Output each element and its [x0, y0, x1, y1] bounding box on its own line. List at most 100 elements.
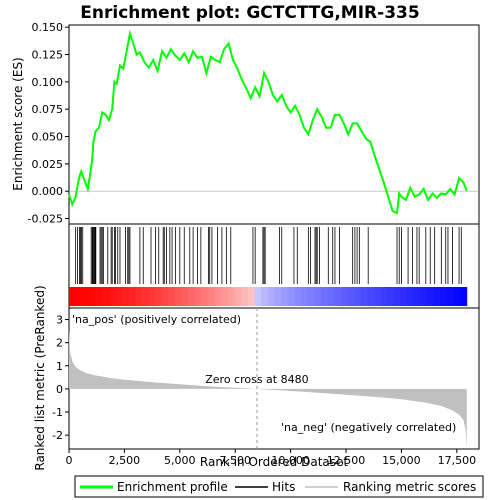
color-bar-segment: [75, 287, 83, 306]
color-bar-segment: [175, 287, 183, 306]
rank-y-tick-label: 0: [56, 383, 63, 396]
color-bar-segment: [247, 287, 256, 306]
color-bar-segment: [294, 287, 302, 306]
color-bar-segment: [155, 287, 163, 306]
color-bar-segment: [135, 287, 143, 306]
color-bar-segment: [300, 287, 309, 306]
color-bar-segment: [400, 287, 408, 306]
ranking-metric-area: [69, 328, 467, 448]
color-bar-segment: [241, 287, 249, 306]
color-bar-segment: [340, 287, 348, 306]
color-bar-segment: [287, 287, 295, 306]
es-y-ticks: -0.025 0.000 0.025 0.050 0.075 0.100 0.125 0.15…: [28, 21, 69, 226]
legend: Enrichment profile Hits Ranking metric s…: [74, 475, 484, 498]
color-bar-segment: [327, 287, 335, 306]
color-bar-segment: [161, 287, 169, 306]
es-line: [68, 29, 468, 215]
rank-x-tick-label: 2,500: [109, 454, 141, 467]
color-bar-segment: [82, 287, 90, 306]
rank-y-axis-label: Ranked list metric (PreRanked): [33, 285, 47, 470]
color-bar-segment: [102, 287, 110, 306]
color-bar-segment: [267, 287, 275, 306]
color-bar-segment: [460, 287, 468, 306]
chart-title: Enrichment plot: GCTCTTG,MIR-335: [80, 3, 419, 23]
rank-x-tick-label: 12,500: [327, 454, 366, 467]
color-bar-segment: [69, 287, 77, 306]
color-bar-segment: [274, 287, 282, 306]
color-bar-segment: [373, 287, 382, 306]
rank-x-axis-label: Rank in Ordered Dataset: [200, 455, 348, 469]
color-bar-segment: [307, 287, 315, 306]
es-y-tick-label: 0.000: [32, 185, 64, 198]
rank-y-tick-label: 1: [56, 360, 63, 373]
rank-y-ticks: -2 -1 0 1 2 3: [52, 314, 69, 442]
color-bar-segment: [168, 287, 176, 306]
color-bar-segment: [446, 287, 454, 306]
hits-panel: [68, 223, 480, 309]
color-bar-segment: [115, 287, 123, 306]
color-bar-segment: [393, 287, 401, 306]
rank-x-tick-label: 5,000: [164, 454, 196, 467]
color-bar-segment: [148, 287, 156, 306]
es-y-tick-label: 0.075: [32, 103, 64, 116]
rank-x-tick-label: 17,500: [438, 454, 477, 467]
rank-y-tick-label: -1: [52, 406, 63, 419]
legend-hits-label: Hits: [272, 480, 295, 494]
color-bar-segment: [221, 287, 229, 306]
color-bar-segment: [407, 287, 415, 306]
rank-x-tick-label: 10,000: [271, 454, 310, 467]
color-bar-segment: [380, 287, 388, 306]
color-bar-segment: [433, 287, 441, 306]
color-bar-segment: [360, 287, 368, 306]
legend-ranking-label: Ranking metric scores: [343, 480, 476, 494]
rank-x-tick-label: 15,000: [382, 454, 421, 467]
rank-panel: Zero cross at 8480 'na_pos' (positively …: [33, 285, 480, 471]
color-bar-segment: [128, 287, 136, 306]
color-bar-segment: [314, 287, 322, 306]
color-bar-segment: [208, 287, 216, 306]
color-bar-segment: [347, 287, 355, 306]
color-bar-segment: [320, 287, 329, 306]
color-bar-segment: [261, 287, 269, 306]
legend-enrichment-label: Enrichment profile: [117, 480, 228, 494]
color-bar-segment: [214, 287, 222, 306]
es-y-tick-label: 0.025: [32, 158, 64, 171]
color-bar-segment: [281, 287, 289, 306]
es-y-axis-label: Enrichment score (ES): [11, 57, 25, 190]
color-bar-segment: [234, 287, 242, 306]
color-bar-segment: [367, 287, 375, 306]
color-bar-segment: [453, 287, 461, 306]
negative-correlation-label: 'na_neg' (negatively correlated): [281, 421, 456, 434]
color-bar-segment: [426, 287, 435, 306]
rank-x-tick-label: 7,500: [219, 454, 251, 467]
es-y-tick-label: 0.100: [32, 76, 64, 89]
es-y-tick-label: 0.150: [32, 21, 64, 34]
rank-color-bar: [69, 287, 468, 306]
es-y-tick-label: -0.025: [28, 213, 63, 226]
positive-correlation-label: 'na_pos' (positively correlated): [72, 313, 241, 326]
color-bar-segment: [228, 287, 236, 306]
color-bar-segment: [387, 287, 395, 306]
color-bar-segment: [201, 287, 209, 306]
es-panel: -0.025 0.000 0.025 0.050 0.075 0.100 0.125 0.15…: [11, 21, 480, 226]
zero-cross-label: Zero cross at 8480: [205, 373, 308, 386]
color-bar-segment: [88, 287, 97, 306]
rank-x-tick-label: 0: [66, 454, 73, 467]
color-bar-segment: [354, 287, 362, 306]
color-bar-segment: [440, 287, 448, 306]
color-bar-segment: [194, 287, 203, 306]
color-bar-segment: [334, 287, 342, 306]
color-bar-segment: [181, 287, 189, 306]
color-bar-segment: [122, 287, 130, 306]
color-bar-segment: [188, 287, 196, 306]
color-bar-segment: [420, 287, 428, 306]
rank-y-tick-label: 2: [56, 337, 63, 350]
hit-lines: [75, 227, 462, 284]
rank-y-tick-label: -2: [52, 429, 63, 442]
legend-frame: [74, 475, 484, 498]
color-bar-segment: [254, 287, 262, 306]
es-panel-frame: [68, 24, 480, 225]
rank-y-tick-label: 3: [56, 314, 63, 327]
color-bar-segment: [108, 287, 116, 306]
